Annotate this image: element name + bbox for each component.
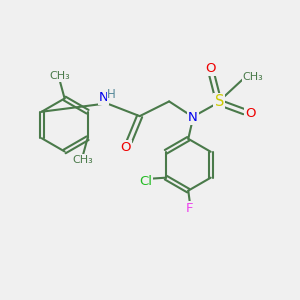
Text: O: O: [245, 107, 255, 120]
Text: O: O: [121, 141, 131, 154]
Text: CH₃: CH₃: [243, 72, 263, 82]
Text: S: S: [214, 94, 224, 109]
Text: N: N: [99, 92, 109, 104]
Text: CH₃: CH₃: [49, 71, 70, 81]
Text: F: F: [186, 202, 194, 215]
Text: Cl: Cl: [139, 175, 152, 188]
Text: O: O: [205, 62, 216, 75]
Text: CH₃: CH₃: [72, 155, 93, 165]
Text: H: H: [107, 88, 116, 100]
Text: N: N: [188, 111, 198, 124]
